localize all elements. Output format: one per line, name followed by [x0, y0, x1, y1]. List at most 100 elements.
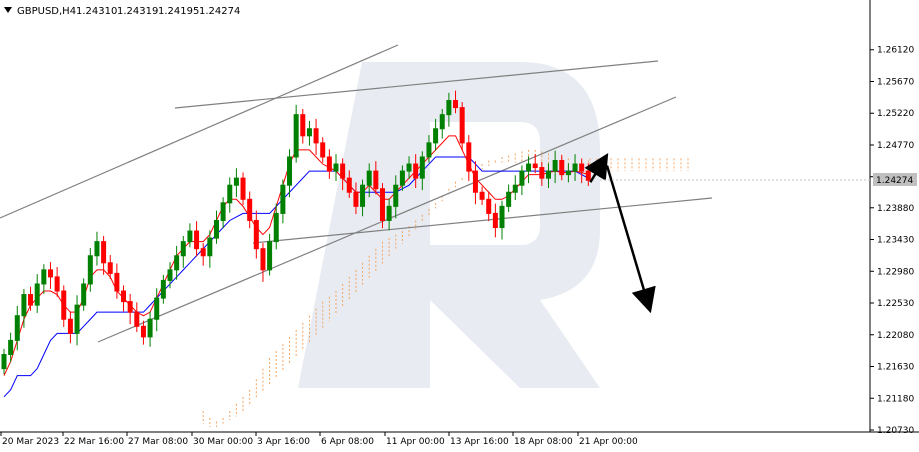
bull-candle — [333, 163, 339, 172]
bear-candle — [486, 198, 492, 214]
x-tick-label: 6 Apr 08:00 — [321, 437, 374, 447]
bull-candle — [545, 170, 551, 179]
bear-candle — [253, 219, 259, 250]
bull-candle — [233, 177, 239, 186]
bull-candle — [81, 283, 87, 306]
bull-candle — [366, 170, 372, 186]
bull-candle — [526, 163, 532, 172]
trendlines — [0, 44, 713, 343]
bull-candle — [267, 241, 273, 271]
bull-candle — [94, 241, 100, 257]
y-tick-label: 1.20730 — [877, 426, 914, 436]
bear-candle — [127, 301, 133, 313]
forecast-arrow-up — [584, 153, 609, 183]
x-tick-label: 27 Mar 08:00 — [128, 437, 188, 447]
y-tick-label: 1.22080 — [877, 331, 914, 341]
y-tick-label: 1.21180 — [877, 394, 914, 404]
bull-candle — [506, 191, 512, 207]
y-tick-label: 1.26120 — [877, 46, 914, 56]
bear-candle — [326, 156, 332, 172]
y-tick-label: 1.23880 — [877, 204, 914, 214]
close-value: 1.24274 — [199, 6, 240, 17]
bear-candle — [28, 294, 34, 306]
bull-candle — [21, 294, 27, 317]
high-value: 1.24319 — [117, 6, 158, 17]
bear-candle — [559, 160, 565, 176]
x-tick-label: 30 Mar 00:00 — [193, 437, 253, 447]
bull-candle — [213, 219, 219, 239]
forecast-arrows — [584, 153, 656, 314]
bear-candle — [54, 276, 60, 292]
bear-candle — [479, 191, 485, 200]
watermark-r-shape — [298, 62, 600, 388]
bear-candle — [114, 272, 120, 292]
low-value: 1.24195 — [158, 6, 199, 17]
bull-candle — [512, 184, 518, 193]
x-tick-label: 22 Mar 16:00 — [64, 437, 124, 447]
y-tick-label: 1.23430 — [877, 236, 914, 246]
current-price-label: 1.24274 — [876, 176, 913, 186]
bull-candle — [273, 212, 279, 243]
bear-candle — [413, 163, 419, 179]
bear-candle — [373, 170, 379, 190]
bull-candle — [227, 184, 233, 204]
bear-candle — [134, 311, 140, 327]
bull-candle — [433, 128, 439, 144]
bear-candle — [320, 142, 326, 158]
bull-candle — [41, 269, 47, 285]
x-tick-label: 11 Apr 00:00 — [386, 437, 445, 447]
x-tick-label: 21 Apr 00:00 — [579, 437, 638, 447]
bear-candle — [300, 114, 306, 137]
bull-candle — [180, 241, 186, 257]
bull-candle — [147, 318, 153, 338]
x-tick-label: 20 Mar 2023 — [2, 437, 59, 447]
bull-candle — [14, 315, 20, 341]
bull-candle — [87, 255, 93, 285]
y-tick-label: 1.24770 — [877, 141, 914, 151]
bear-candle — [472, 170, 478, 193]
bear-candle — [346, 177, 352, 193]
bull-candle — [399, 170, 405, 186]
candlesticks — [1, 90, 591, 375]
bear-candle — [585, 170, 591, 181]
bull-candle — [439, 114, 445, 130]
bear-candle — [313, 128, 319, 144]
watermark-logo — [298, 62, 600, 388]
bear-candle — [579, 163, 585, 172]
bull-candle — [406, 163, 412, 172]
bull-candle — [519, 170, 525, 186]
bull-candle — [386, 205, 392, 221]
bear-candle — [459, 107, 465, 144]
bull-candle — [306, 128, 312, 137]
bull-candle — [280, 184, 286, 214]
chart-header: GBPUSD,H4 1.24310 1.24319 1.24195 1.2427… — [4, 6, 240, 17]
y-tick-label: 1.21630 — [877, 363, 914, 373]
bear-candle — [194, 230, 200, 250]
bull-candle — [499, 205, 505, 229]
bull-candle — [565, 170, 571, 176]
forecast-arrow-down — [605, 165, 656, 314]
bull-candle — [426, 142, 432, 158]
kijun-sen-line — [3, 156, 589, 398]
bull-candle — [207, 237, 213, 257]
trendline — [0, 44, 399, 219]
bear-candle — [47, 269, 53, 278]
bull-candle — [160, 279, 166, 299]
dropdown-triangle-icon[interactable] — [4, 7, 12, 13]
bull-candle — [174, 255, 180, 271]
bear-candle — [107, 262, 113, 274]
bull-candle — [154, 297, 160, 320]
bear-candle — [140, 325, 146, 338]
bear-candle — [539, 167, 545, 179]
bear-candle — [340, 163, 346, 179]
bear-candle — [379, 188, 385, 221]
bull-candle — [1, 354, 7, 370]
bull-candle — [293, 114, 299, 158]
symbol-timeframe-label: GBPUSD,H4 — [17, 6, 76, 17]
y-tick-label: 1.25220 — [877, 109, 914, 119]
bull-candle — [419, 156, 425, 179]
bear-candle — [260, 248, 266, 271]
